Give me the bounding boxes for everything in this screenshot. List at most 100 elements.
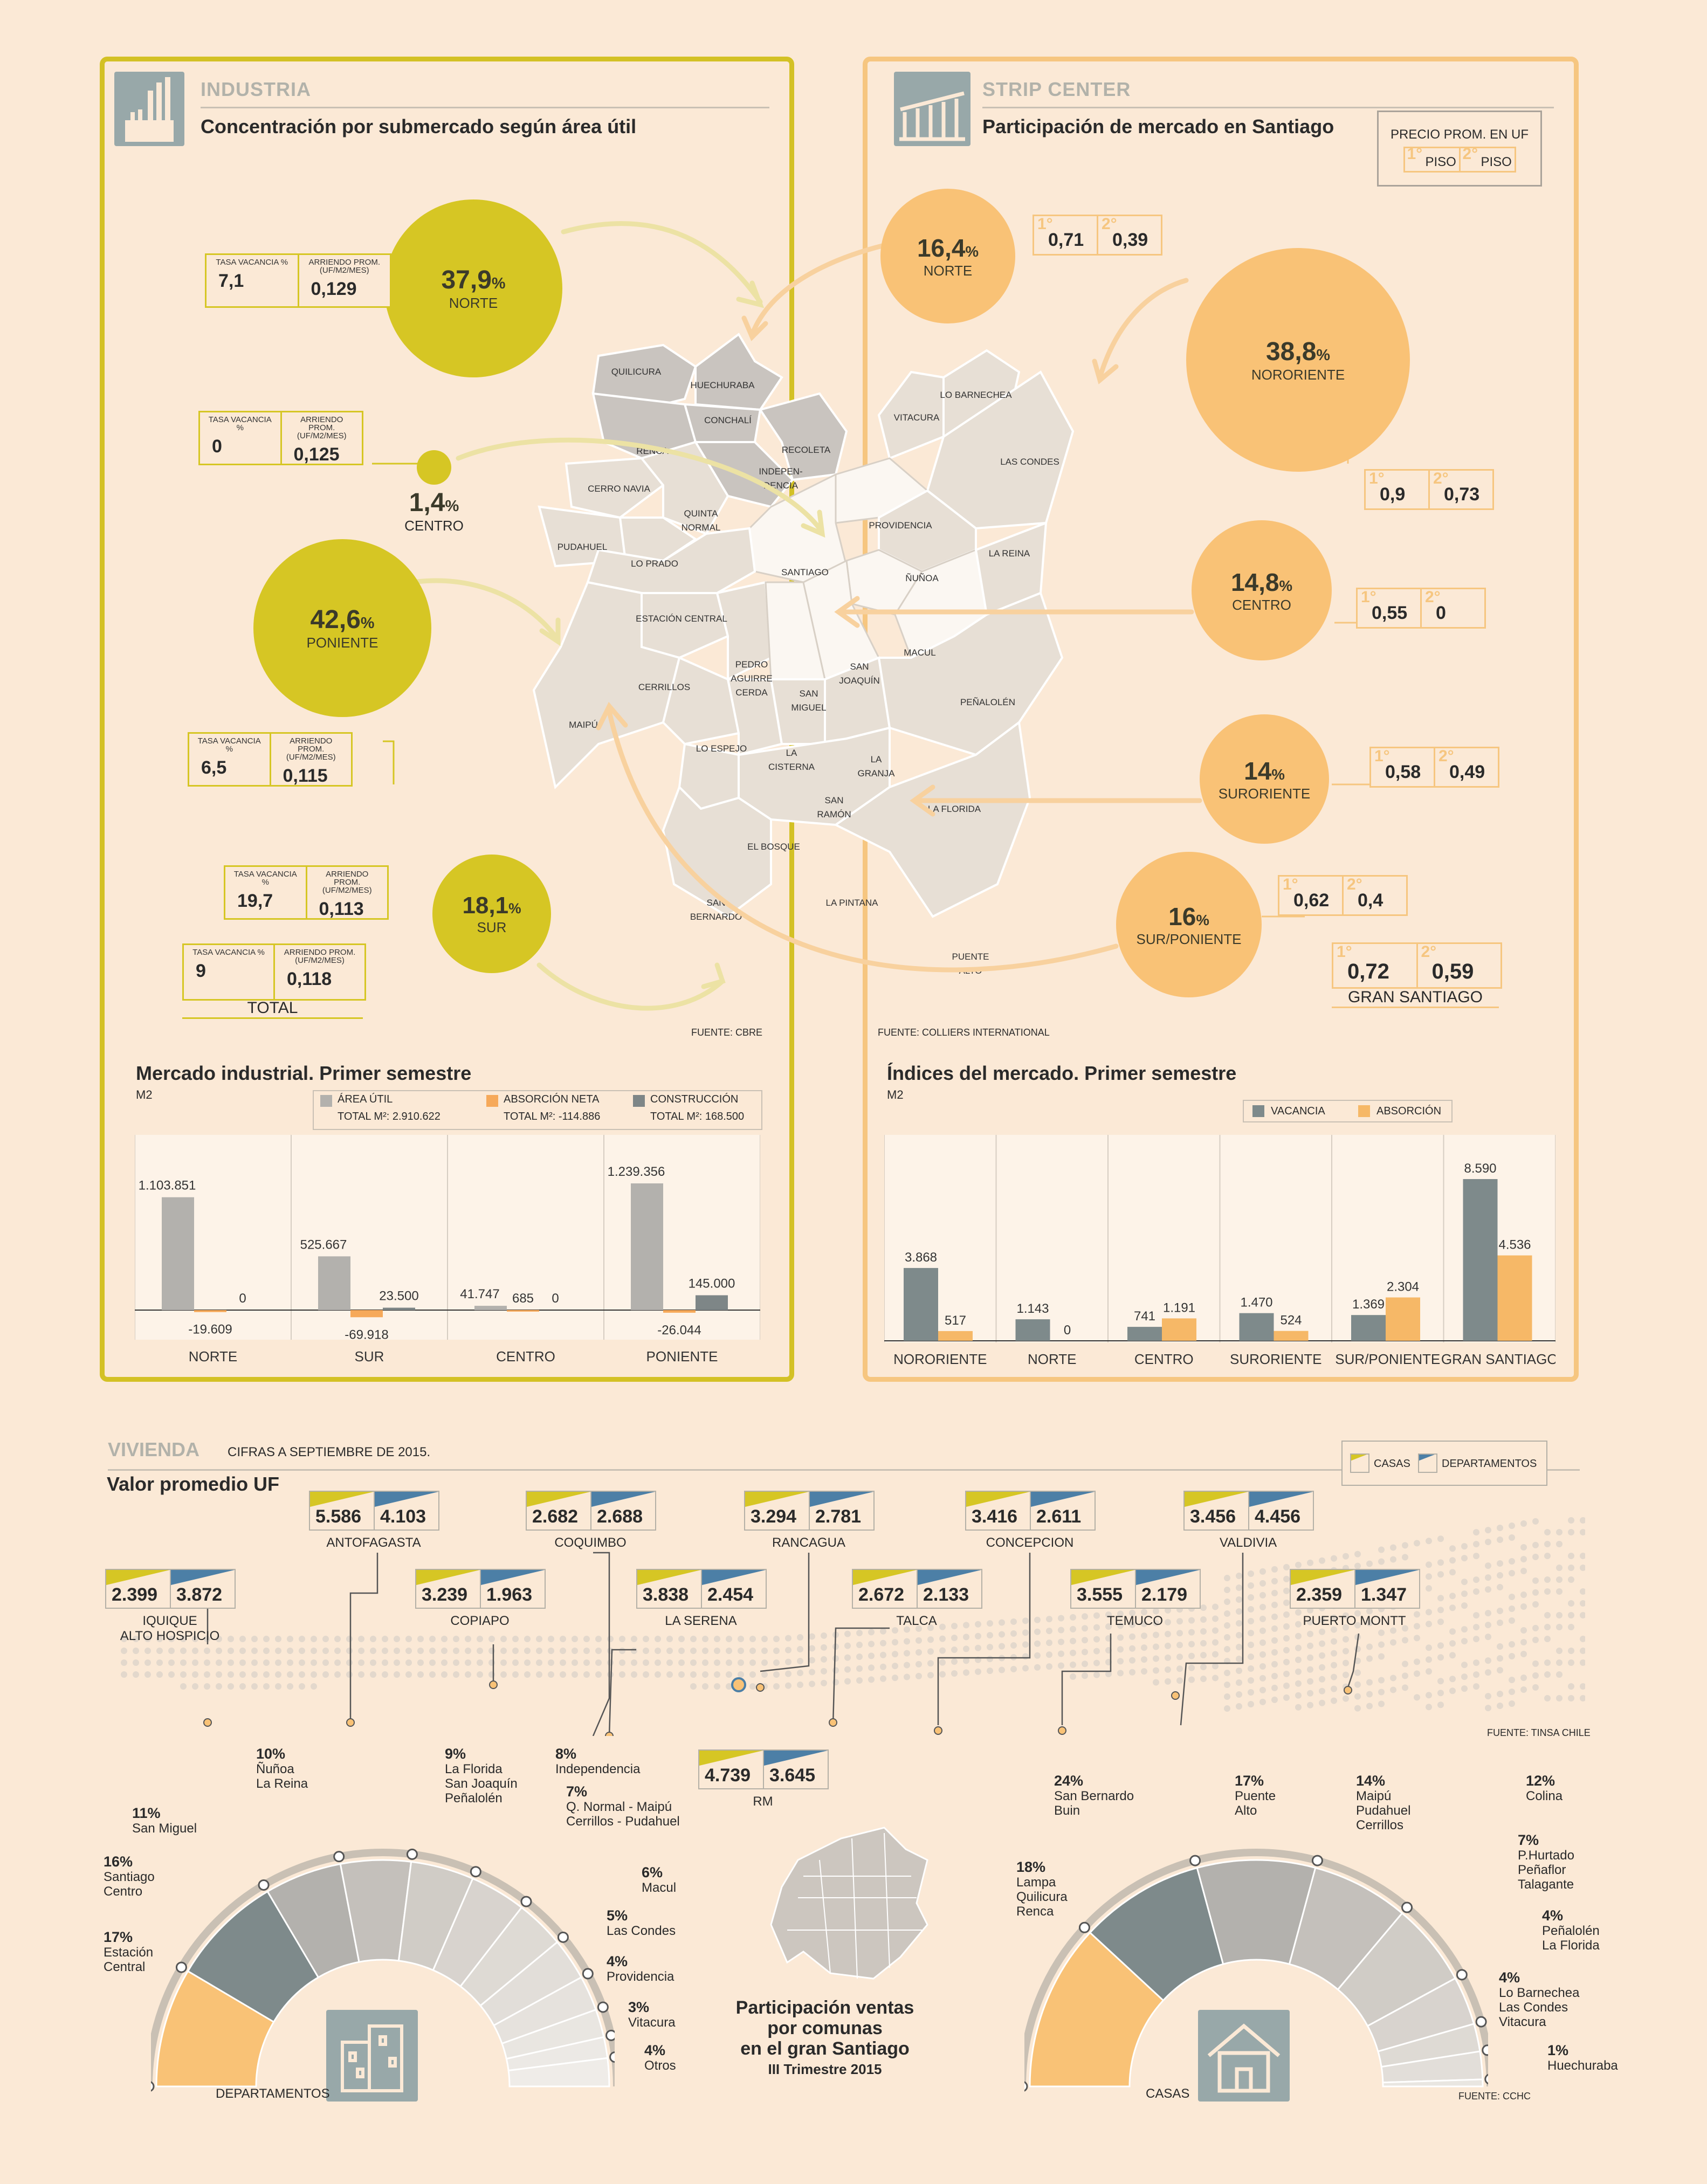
map-dot: [738, 1648, 744, 1654]
map-dot: [1354, 1562, 1361, 1569]
slice-marker: [1401, 1901, 1413, 1913]
map-dot: [465, 1648, 471, 1654]
svg-text:QUILICURA: QUILICURA: [611, 367, 662, 377]
map-dot: [702, 1636, 708, 1642]
map-dot: [1165, 1654, 1171, 1661]
map-dot: [1082, 1637, 1088, 1644]
map-dot: [1283, 1658, 1290, 1665]
map-dot: [358, 1648, 364, 1654]
vivienda-kicker: VIVIENDA: [108, 1438, 200, 1460]
casas-label: 1% Huechuraba: [1547, 2042, 1618, 2073]
map-dot: [1520, 1650, 1527, 1657]
map-dot: [975, 1621, 981, 1628]
map-dot: [1366, 1655, 1373, 1662]
map-dot: [868, 1676, 875, 1683]
map-dot: [821, 1656, 827, 1663]
map-dot: [1497, 1643, 1503, 1650]
centro-label: 1,4% CENTRO: [404, 488, 464, 534]
deptos-value: 2.133: [918, 1569, 982, 1609]
slice-marker: [175, 1961, 187, 1973]
map-dot: [311, 1636, 317, 1642]
casas-label: 14% Maipú Pudahuel Cerrillos: [1356, 1773, 1411, 1833]
map-dot: [1093, 1636, 1100, 1643]
city-card: 3.294 2.781: [744, 1491, 875, 1531]
map-dot: [1437, 1690, 1444, 1697]
map-dot: [1402, 1554, 1408, 1561]
map-dot: [548, 1636, 554, 1642]
map-dot: [643, 1671, 649, 1678]
map-dot: [180, 1648, 187, 1654]
map-dot: [951, 1658, 958, 1665]
map-dot: [1378, 1700, 1385, 1707]
map-dot: [1283, 1682, 1290, 1689]
map-dot: [927, 1672, 934, 1679]
map-dot: [121, 1659, 127, 1666]
map-dot: [251, 1671, 258, 1678]
price-number: 3.294: [751, 1506, 797, 1527]
map-dot: [856, 1629, 863, 1636]
price-gran-santiago: 1° 0,72 2° 0,59: [1332, 942, 1502, 989]
map-dot: [773, 1683, 780, 1690]
building-icon: [326, 2010, 418, 2102]
map-dot: [275, 1648, 281, 1654]
map-dot: [1544, 1671, 1551, 1678]
map-dot: [536, 1659, 542, 1666]
city-name: PUERTO MONTT: [1303, 1614, 1406, 1628]
slice-marker: [557, 1931, 569, 1943]
map-dot: [1473, 1576, 1479, 1583]
map-dot: [916, 1625, 922, 1632]
map-dot: [1497, 1584, 1503, 1591]
map-dot: [1437, 1607, 1444, 1614]
vivienda-note: CIFRAS A SEPTIEMBRE DE 2015.: [228, 1445, 431, 1459]
map-dot: [797, 1670, 803, 1677]
map-dot: [809, 1633, 815, 1640]
map-dot: [1580, 1517, 1585, 1524]
map-labels: QUILICURA HUECHURABA CONCHALÍ RENCA RECO…: [557, 367, 1059, 976]
map-dot: [1378, 1653, 1385, 1660]
price-suroriente: 1° 0,58 2° 0,49: [1369, 747, 1499, 788]
deptos-value: 4.456: [1249, 1491, 1314, 1531]
map-dot: [749, 1683, 756, 1690]
map-dot: [1568, 1695, 1574, 1701]
map-dot: [1212, 1675, 1219, 1682]
map-dot: [1070, 1673, 1076, 1680]
data-label: 1.239.356: [608, 1165, 665, 1179]
map-dot: [1461, 1662, 1468, 1669]
map-dot: [1354, 1669, 1361, 1676]
map-dot: [133, 1659, 139, 1666]
map-dot: [1283, 1670, 1290, 1677]
map-dot: [311, 1683, 317, 1690]
map-dot: [287, 1659, 293, 1666]
category-label: CENTRO: [1134, 1351, 1194, 1367]
data-label: 41.747: [460, 1287, 499, 1301]
map-dot: [1331, 1685, 1337, 1692]
map-dot: [1544, 1576, 1551, 1583]
map-dot: [370, 1636, 376, 1642]
map-dot: [690, 1683, 697, 1690]
map-dot: [1437, 1535, 1444, 1542]
map-dot: [299, 1671, 305, 1678]
city-card: 3.239 1.963: [415, 1569, 546, 1609]
map-dot: [1473, 1612, 1479, 1619]
map-dot: [1556, 1695, 1563, 1701]
map-dot: [1248, 1629, 1254, 1636]
map-dot: [678, 1659, 685, 1666]
map-dot: [1520, 1555, 1527, 1562]
data-label: -69.918: [345, 1327, 388, 1342]
map-dot: [572, 1659, 578, 1666]
svg-text:ESTACIÓN CENTRAL: ESTACIÓN CENTRAL: [636, 614, 727, 624]
svg-text:LAS CONDES: LAS CONDES: [1000, 457, 1059, 467]
map-dot: [394, 1636, 400, 1642]
map-dot: [216, 1683, 222, 1690]
svg-text:CISTERNA: CISTERNA: [768, 762, 815, 772]
category-label: PONIENTE: [646, 1348, 718, 1365]
data-label: 1.103.851: [139, 1179, 196, 1193]
deptos-label: 11% San Miguel: [132, 1805, 197, 1836]
map-dot: [1200, 1628, 1207, 1635]
map-dot: [1437, 1678, 1444, 1685]
map-dot: [1390, 1686, 1396, 1693]
map-dot: [1366, 1608, 1373, 1615]
city-card: 5.586 4.103: [309, 1491, 439, 1531]
svg-text:AGUIRRE: AGUIRRE: [731, 673, 772, 684]
city-leader-lines: [203, 1552, 1360, 1736]
